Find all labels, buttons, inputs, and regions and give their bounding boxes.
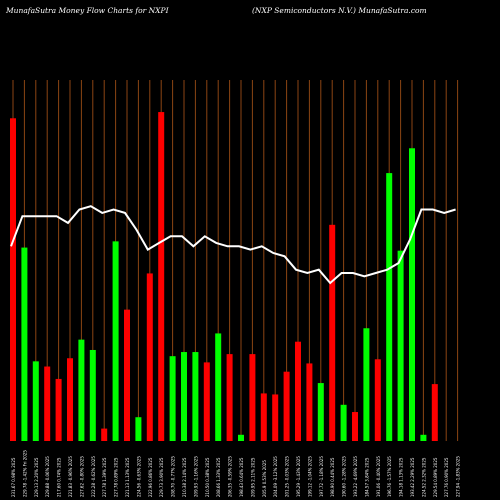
x-tick-label: 227.76 0.90% 2025 (444, 457, 449, 497)
bar-up (181, 352, 187, 441)
bar-up (78, 339, 85, 441)
bar-down (10, 118, 16, 442)
bar-down (158, 112, 165, 441)
x-tick-label: 221.83 -0.96% 2025 (68, 456, 73, 497)
x-tick-label: 198.90 0.44% 2025 (330, 457, 335, 497)
bar-down (249, 354, 256, 441)
x-tick-label: 208.70 -0.77% 2025 (171, 456, 176, 497)
bar-up (420, 434, 427, 441)
bar-down (272, 394, 279, 441)
bar-down (203, 362, 210, 441)
x-tick-label: 204.09 -3.12% 2025 (273, 456, 278, 497)
x-tick-label: 201.25 -0.03% 2025 (285, 456, 290, 497)
x-tick-label: 190.60 -1.28% 2025 (342, 456, 347, 497)
x-tick-label: 191.06 -0.40% 2025 (376, 456, 381, 497)
x-tick-label: 229.13 2.20% 2025 (34, 457, 39, 497)
bar-up (89, 349, 96, 441)
x-tick-label: 224.56 -0.63% 2025 (136, 456, 141, 497)
bar-up (397, 250, 404, 441)
bar-up (215, 333, 222, 441)
chart-title-right: (NXP Semiconductors N.V.) MunafaSutra.co… (252, 6, 427, 15)
line-series (10, 205, 456, 285)
bar-down (146, 273, 153, 441)
bar-up (238, 434, 244, 441)
x-tick-label: 221.13 1.13% 2025 (125, 457, 130, 497)
x-tick-label: 227.78 1.39% 2025 (102, 457, 107, 497)
bar-down (124, 309, 130, 441)
line-series-group (10, 205, 456, 285)
bar-up (32, 361, 39, 441)
x-tick-label: 231.67 0.98% 2025 (11, 457, 16, 497)
x-axis-labels: 231.67 0.98% 2025 229.78 -1.42% Fri 2025 2… (11, 450, 461, 497)
bar-up (340, 404, 347, 441)
x-tick-label: 193.22 -4.69% 2025 (353, 456, 358, 497)
chart-title-left: MunafaSutra Money Flow Charts for NXPI (6, 6, 169, 15)
bar-down (67, 358, 73, 441)
x-tick-label: 209.95 2.11% 2025 (250, 457, 255, 497)
x-tick-label: 227.94 -1.83% 2025 (456, 456, 461, 497)
x-tick-label: 229.73 3.90% 2025 (159, 457, 164, 497)
x-tick-label: 195.29 -1.43% 2025 (296, 456, 301, 497)
x-tick-label: 206.35 -0.59% 2025 (228, 456, 233, 497)
x-tick-label: 210.50 0.38% 2025 (205, 457, 210, 497)
bar-down (44, 366, 51, 441)
bar-down (283, 371, 290, 441)
x-tick-label: 209.93 -1.16% 2025 (193, 456, 198, 497)
x-tick-label: 208.66 1.33% 2025 (216, 457, 221, 497)
x-tick-label: 222.28 -0.62% 2025 (91, 456, 96, 497)
bar-down (352, 412, 358, 441)
x-tick-label: 229.88 -0.06% 2025 (45, 456, 50, 497)
bar-up (135, 417, 142, 441)
x-tick-label: 227.62 -0.80% 2025 (79, 456, 84, 497)
bar-up (112, 241, 119, 441)
x-tick-label: 199.12 -1.04% 2025 (307, 456, 312, 497)
bar-up (169, 356, 176, 441)
x-tick-label: 194.18 1.13% 2025 (399, 457, 404, 497)
x-tick-label: 184.57 3.84% 2025 (364, 457, 369, 497)
bar-down (55, 378, 62, 441)
x-tick-label: 222.96 0.86% 2025 (148, 457, 153, 497)
bar-down (260, 393, 267, 441)
bar-down (374, 359, 381, 441)
x-tick-label: 193.42 2.29% 2025 (410, 457, 415, 497)
x-tick-label: 224.52 2.32% 2025 (421, 457, 426, 497)
x-tick-label: 210.38 2.14% 2025 (182, 457, 187, 497)
x-tick-label: 217.60 0.74% 2025 (57, 457, 62, 497)
x-tick-label: 197.72 -1.18% 2025 (319, 456, 324, 497)
bar-up (363, 328, 370, 441)
bar-down (226, 354, 233, 441)
bar-down (431, 384, 438, 441)
bar-up (192, 352, 199, 441)
bar-up (317, 383, 324, 441)
x-tick-label: 229.54 0.89% 2025 (433, 457, 438, 497)
x-tick-label: 205.9 0.53% 2025 (262, 460, 267, 497)
x-tick-label: 198.43 0.64% 2025 (239, 457, 244, 497)
bar-down (295, 341, 301, 441)
bar-up (386, 173, 393, 442)
bar-up (409, 148, 415, 441)
bar-down (101, 428, 108, 441)
x-tick-label: 196.76 -1.57% 2025 (387, 456, 392, 497)
bar-down (329, 224, 336, 441)
bars (10, 112, 438, 442)
x-tick-label: 229.78 -1.42% Fri 2025 (22, 450, 27, 497)
bar-down (306, 363, 313, 441)
x-tick-label: 227.78 0.89% 2025 (114, 457, 119, 497)
bar-up (21, 247, 28, 441)
